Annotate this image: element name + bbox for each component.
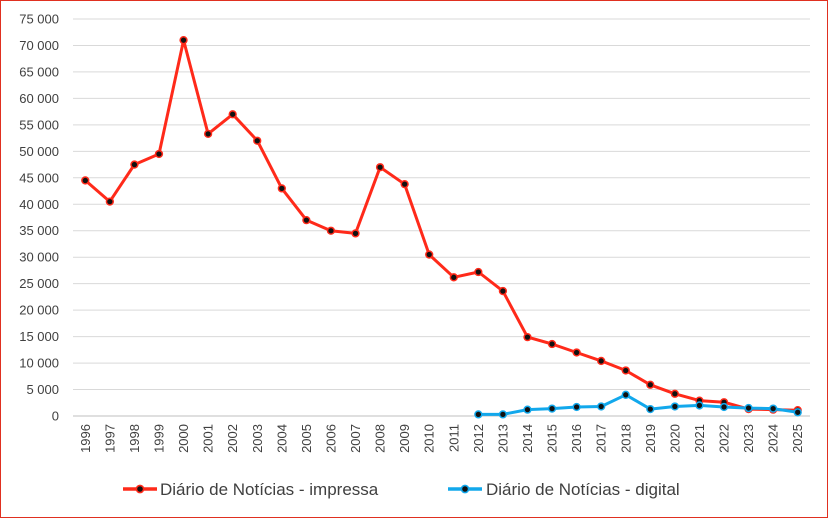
x-tick-label: 2004 — [274, 424, 289, 453]
data-point — [670, 389, 680, 398]
x-tick-label: 2015 — [545, 424, 560, 453]
data-point — [105, 197, 114, 206]
data-point — [130, 160, 139, 169]
data-point — [621, 390, 630, 399]
data-point — [425, 250, 434, 259]
x-tick-label: 2006 — [323, 424, 338, 453]
x-tick-label: 2017 — [594, 424, 609, 453]
y-tick-label: 20 000 — [19, 303, 59, 318]
data-point — [646, 380, 655, 389]
series-1 — [474, 390, 802, 419]
data-point — [572, 402, 581, 412]
data-point — [597, 356, 606, 366]
data-point — [793, 408, 802, 417]
x-tick-label: 2007 — [348, 424, 363, 453]
data-point — [719, 402, 729, 412]
y-tick-label: 30 000 — [19, 250, 59, 265]
data-point — [277, 184, 286, 193]
x-tick-label: 2009 — [397, 424, 412, 453]
x-tick-label: 2011 — [446, 424, 461, 452]
x-tick-label: 1998 — [127, 424, 142, 453]
y-tick-label: 40 000 — [19, 197, 59, 212]
data-point — [646, 404, 655, 414]
data-point — [547, 339, 557, 349]
y-tick-label: 60 000 — [19, 91, 59, 106]
x-tick-label: 2014 — [520, 424, 535, 453]
data-point — [547, 404, 557, 413]
x-tick-label: 2018 — [618, 424, 633, 453]
y-tick-label: 75 000 — [19, 12, 59, 27]
data-point — [695, 401, 704, 410]
x-tick-label: 2001 — [201, 424, 216, 453]
x-axis-ticks: 1996 1997 1998 1999 2000 2001 2002 2003 2004 2005… — [78, 424, 805, 453]
gridlines — [73, 18, 810, 417]
y-axis-ticks: 0 5 000 10 000 15 000 20 000 25 000 30 000 35 0… — [19, 12, 59, 424]
x-tick-label: 2012 — [471, 424, 486, 453]
y-tick-label: 0 — [52, 409, 59, 424]
x-tick-label: 2024 — [766, 424, 781, 453]
series-group — [81, 36, 802, 419]
x-tick-label: 1997 — [102, 424, 117, 453]
legend-item-impressa: Diário de Notícias - impressa — [123, 480, 379, 499]
x-tick-label: 2021 — [692, 424, 707, 453]
y-tick-label: 70 000 — [19, 38, 59, 53]
legend-label-digital: Diário de Notícias - digital — [486, 480, 680, 499]
data-point — [228, 110, 237, 119]
series-0 — [81, 36, 802, 415]
y-tick-label: 50 000 — [19, 144, 59, 159]
x-tick-label: 2019 — [643, 424, 658, 453]
x-tick-label: 2020 — [667, 424, 682, 453]
x-tick-label: 1996 — [78, 424, 93, 453]
y-tick-label: 5 000 — [26, 382, 59, 397]
legend: Diário de Notícias - impressa Diário de … — [123, 480, 680, 499]
data-point — [670, 402, 680, 411]
y-tick-label: 65 000 — [19, 64, 59, 79]
y-tick-label: 55 000 — [19, 117, 59, 132]
data-point — [400, 180, 409, 189]
data-point — [744, 403, 753, 413]
data-point — [523, 332, 532, 342]
data-point — [326, 226, 336, 235]
data-point — [498, 410, 508, 419]
data-point — [597, 402, 606, 411]
x-tick-label: 2000 — [176, 424, 191, 453]
data-point — [253, 136, 262, 145]
x-tick-label: 2005 — [299, 424, 314, 453]
y-tick-label: 45 000 — [19, 170, 59, 185]
data-point — [351, 229, 360, 238]
data-point — [449, 273, 458, 282]
x-tick-label: 2016 — [569, 424, 584, 453]
x-tick-label: 2023 — [741, 424, 756, 453]
x-tick-label: 2003 — [250, 424, 265, 453]
data-point — [572, 348, 581, 357]
series-line — [84, 38, 798, 412]
x-tick-label: 2010 — [422, 424, 437, 453]
legend-label-impressa: Diário de Notícias - impressa — [160, 480, 379, 499]
x-tick-label: 2002 — [225, 424, 240, 453]
x-tick-label: 2013 — [495, 424, 510, 453]
y-tick-label: 25 000 — [19, 276, 59, 291]
data-point — [154, 149, 164, 159]
x-tick-label: 2025 — [790, 424, 805, 453]
y-tick-label: 15 000 — [19, 329, 59, 344]
data-point — [203, 129, 213, 139]
legend-item-digital: Diário de Notícias - digital — [448, 480, 680, 499]
x-tick-label: 2008 — [373, 424, 388, 453]
x-tick-label: 1999 — [151, 424, 166, 453]
data-point — [498, 286, 508, 296]
data-point — [474, 267, 483, 277]
data-point — [81, 176, 90, 185]
x-tick-label: 2022 — [717, 424, 732, 453]
data-point — [474, 410, 483, 419]
data-point — [523, 405, 532, 414]
data-point — [769, 404, 778, 413]
data-point — [302, 215, 311, 225]
data-point — [621, 366, 630, 375]
y-tick-label: 10 000 — [19, 356, 59, 371]
y-tick-label: 35 000 — [19, 223, 59, 238]
data-point — [375, 163, 385, 172]
data-point — [179, 36, 188, 45]
